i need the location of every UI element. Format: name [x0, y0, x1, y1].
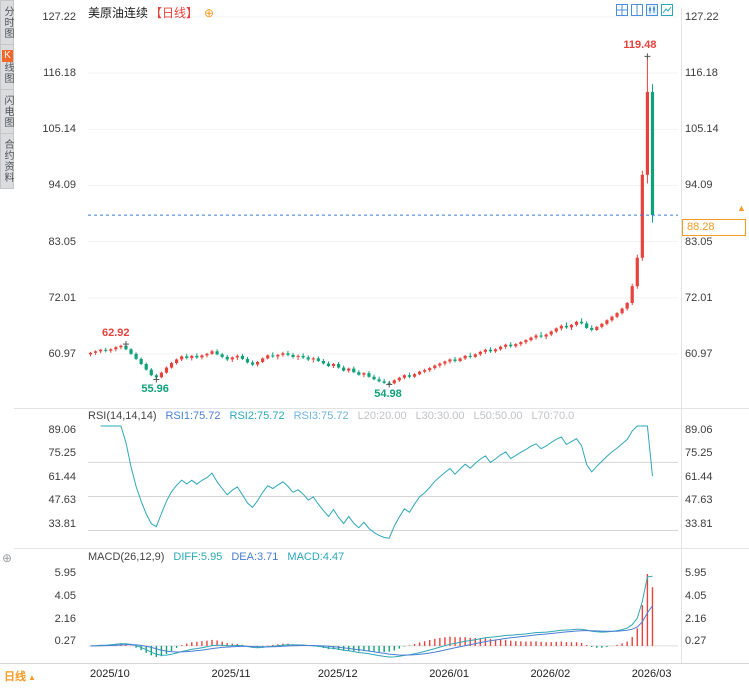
main-y-tick: 105.14: [42, 123, 76, 135]
sidebar-tab-lightning-chart[interactable]: 闪电图: [0, 90, 14, 134]
main-y-tick: 94.09: [48, 179, 76, 191]
rsi-y-tick: 33.81: [48, 518, 76, 530]
price-annotation-peak: 119.48: [623, 39, 657, 52]
rsi-y-tick: 89.06: [48, 424, 76, 436]
macd-y-tick: 2.16: [685, 613, 707, 625]
rsi1-value-label: RSI1:75.72: [165, 410, 221, 422]
latest-price-arrow-icon[interactable]: ▲: [737, 203, 746, 214]
x-axis-label: 2025/10: [90, 668, 130, 680]
period-selector-label: 日线: [4, 671, 26, 683]
main-y-tick: 72.01: [48, 292, 76, 304]
line-view-icon[interactable]: [661, 3, 673, 16]
main-y-tick: 94.09: [685, 179, 713, 191]
kline-view-icon[interactable]: [646, 3, 658, 16]
x-axis-label: 2026/02: [530, 668, 571, 680]
rsi3-value-label: RSI3:75.72: [293, 410, 349, 422]
macd-y-tick: 4.05: [685, 590, 707, 602]
rsi-l70-label: L70:70.0: [531, 410, 575, 422]
rsi-y-tick: 89.06: [685, 424, 713, 436]
sidebar-tab-time-chart[interactable]: 分时图: [0, 0, 14, 45]
main-y-tick: 83.05: [48, 236, 76, 248]
kline-active-badge: K: [2, 50, 13, 62]
x-axis-label: 2025/12: [317, 668, 358, 680]
rsi-y-tick: 75.25: [48, 447, 76, 459]
main-y-tick: 60.97: [685, 348, 713, 360]
macd-value-label: MACD:4.47: [287, 551, 345, 563]
add-favorite-icon[interactable]: ⊕: [204, 5, 215, 20]
main-y-tick: 127.22: [42, 11, 76, 23]
price-annotation-oct-low: 55.96: [141, 383, 169, 396]
macd-y-tick: 0.27: [685, 635, 707, 647]
rsi2-value-label: RSI2:75.72: [229, 410, 285, 422]
last-price-box: 88.28: [682, 219, 746, 237]
symbol-name: 美原油连续: [88, 6, 149, 20]
rsi-l20-label: L20:20.00: [357, 410, 407, 422]
period-selector[interactable]: 日线 ▲: [4, 668, 36, 684]
main-y-tick: 83.05: [685, 236, 713, 248]
rsi-l30-label: L30:30.00: [415, 410, 465, 422]
macd-y-tick: 4.05: [54, 590, 76, 602]
layout-quad-icon[interactable]: [616, 3, 628, 16]
rsi-y-tick: 61.44: [48, 471, 76, 483]
rsi-y-tick: 47.63: [48, 494, 76, 506]
macd-diff-label: DIFF:5.95: [173, 551, 223, 563]
macd-y-tick: 2.16: [54, 613, 76, 625]
chart-title: 美原油连续 【日线】 ⊕: [88, 4, 214, 21]
main-y-tick: 116.18: [685, 67, 718, 79]
view-toolbar: [616, 3, 673, 16]
macd-y-tick: 5.95: [54, 567, 76, 579]
sidebar: 分时图 K线图 闪电图 合约资料: [0, 0, 14, 189]
macd-y-tick: 0.27: [54, 635, 76, 647]
x-axis-label: 2026/03: [631, 668, 672, 680]
rsi-y-tick: 47.63: [685, 494, 713, 506]
price-annotation-oct-high: 62.92: [101, 327, 130, 340]
main-y-tick: 116.18: [43, 67, 76, 79]
x-axis-label: 2026/01: [429, 668, 469, 680]
rsi-l50-label: L50:50.00: [473, 410, 523, 422]
macd-header: MACD(26,12,9) DIFF:5.95 DEA:3.71 MACD:4.…: [88, 551, 344, 563]
period-label: 【日线】: [150, 6, 199, 20]
dropdown-up-icon: ▲: [28, 673, 36, 682]
main-y-tick: 72.01: [685, 292, 713, 304]
rsi-y-tick: 75.25: [685, 447, 713, 459]
rsi-y-tick: 33.81: [685, 518, 713, 530]
macd-params-label: MACD(26,12,9): [88, 551, 165, 563]
layout-dual-icon[interactable]: [631, 3, 643, 16]
sidebar-tab-contract-info[interactable]: 合约资料: [0, 134, 14, 189]
main-y-tick: 127.22: [685, 11, 719, 23]
sidebar-tab-kline-chart[interactable]: K线图: [0, 45, 14, 90]
rsi-y-tick: 61.44: [685, 471, 713, 483]
kline-tab-label: 线图: [2, 62, 13, 84]
main-y-tick: 60.97: [48, 348, 76, 360]
add-indicator-icon[interactable]: ⊕: [2, 551, 13, 565]
rsi-header: RSI(14,14,14) RSI1:75.72 RSI2:75.72 RSI3…: [88, 410, 574, 422]
main-y-tick: 105.14: [685, 123, 719, 135]
price-annotation-dec-low: 54.98: [374, 388, 402, 401]
rsi-params-label: RSI(14,14,14): [88, 410, 157, 422]
x-axis-label: 2025/11: [211, 668, 251, 680]
macd-y-tick: 5.95: [685, 567, 707, 579]
macd-dea-label: DEA:3.71: [231, 551, 279, 563]
